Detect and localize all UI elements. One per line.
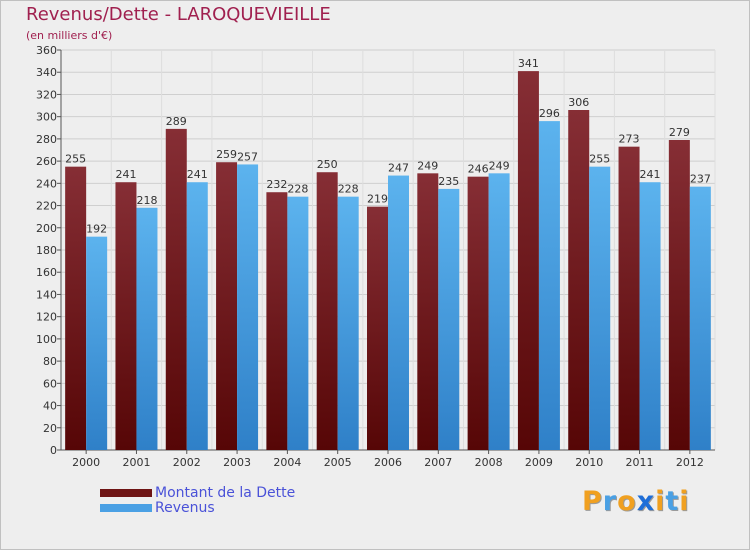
legend-swatch-dette xyxy=(100,489,152,497)
bar-dette xyxy=(316,172,338,450)
data-label-dette: 219 xyxy=(367,193,388,206)
y-tick-label: 20 xyxy=(43,422,57,435)
bar-dette xyxy=(618,146,640,450)
y-tick-label: 220 xyxy=(36,200,57,213)
y-tick-label: 200 xyxy=(36,222,57,235)
data-label-dette: 289 xyxy=(166,115,187,128)
x-tick-label: 2004 xyxy=(273,456,301,469)
logo-letter: r xyxy=(602,486,618,517)
logo-letter: o xyxy=(617,486,637,517)
data-label-revenus: 237 xyxy=(690,173,711,186)
bar-revenus xyxy=(388,175,409,451)
data-label-revenus: 257 xyxy=(237,150,258,163)
bar-revenus xyxy=(689,186,711,450)
bar-revenus xyxy=(488,173,510,451)
y-tick-label: 60 xyxy=(43,377,57,390)
y-tick-label: 280 xyxy=(36,133,57,146)
data-label-revenus: 192 xyxy=(86,223,107,236)
logo-letter: i xyxy=(655,486,666,517)
bar-revenus xyxy=(287,196,309,450)
data-label-dette: 232 xyxy=(266,178,287,191)
bar-dette xyxy=(216,162,238,450)
x-tick-label: 2010 xyxy=(575,456,603,469)
y-tick-label: 100 xyxy=(36,333,57,346)
x-tick-label: 2011 xyxy=(626,456,654,469)
data-label-dette: 341 xyxy=(518,57,539,70)
y-tick-label: 340 xyxy=(36,66,57,79)
y-tick-label: 360 xyxy=(36,44,57,57)
data-label-dette: 255 xyxy=(65,153,86,166)
x-tick-label: 2005 xyxy=(324,456,352,469)
data-label-dette: 273 xyxy=(619,133,640,146)
proxiti-logo: Proxiti xyxy=(582,486,690,517)
bar-revenus xyxy=(438,188,460,450)
bar-dette xyxy=(668,140,690,450)
y-tick-label: 120 xyxy=(36,311,57,324)
data-label-revenus: 296 xyxy=(539,107,560,120)
data-label-dette: 259 xyxy=(216,148,237,161)
x-tick-label: 2003 xyxy=(223,456,251,469)
data-label-revenus: 228 xyxy=(287,183,308,196)
bar-revenus xyxy=(136,207,158,450)
bar-revenus xyxy=(639,182,661,450)
bar-revenus xyxy=(186,182,208,450)
x-tick-label: 2008 xyxy=(475,456,503,469)
y-tick-label: 240 xyxy=(36,177,57,190)
x-tick-label: 2002 xyxy=(173,456,201,469)
x-tick-label: 2009 xyxy=(525,456,553,469)
bar-dette xyxy=(517,71,539,450)
data-label-revenus: 249 xyxy=(489,159,510,172)
bar-dette xyxy=(568,110,590,450)
chart-subtitle: (en milliers d'€) xyxy=(26,29,113,42)
bar-revenus xyxy=(337,196,359,450)
bar-dette xyxy=(115,182,137,450)
x-tick-label: 2006 xyxy=(374,456,402,469)
bar-revenus xyxy=(538,121,560,450)
legend-label-dette: Montant de la Dette xyxy=(155,485,296,501)
bar-revenus xyxy=(589,166,611,450)
bar-dette xyxy=(367,206,388,450)
data-label-revenus: 241 xyxy=(187,168,208,181)
bar-revenus xyxy=(86,236,108,450)
bar-revenus xyxy=(237,164,259,450)
data-label-revenus: 247 xyxy=(388,162,409,175)
data-label-dette: 250 xyxy=(317,158,338,171)
y-tick-label: 180 xyxy=(36,244,57,257)
x-tick-label: 2001 xyxy=(122,456,150,469)
y-tick-label: 0 xyxy=(50,444,57,457)
data-label-revenus: 255 xyxy=(589,153,610,166)
data-label-revenus: 218 xyxy=(136,194,157,207)
bar-dette xyxy=(266,192,288,450)
x-tick-label: 2012 xyxy=(676,456,704,469)
data-label-dette: 306 xyxy=(568,96,589,109)
y-tick-label: 40 xyxy=(43,400,57,413)
bar-dette xyxy=(417,173,439,451)
chart-title: Revenus/Dette - LAROQUEVIEILLE xyxy=(26,4,331,25)
data-label-revenus: 241 xyxy=(640,168,661,181)
bar-dette xyxy=(165,128,187,450)
data-label-dette: 241 xyxy=(115,168,136,181)
data-label-dette: 249 xyxy=(417,159,438,172)
legend-swatch-revenus xyxy=(100,504,152,512)
data-label-revenus: 235 xyxy=(438,175,459,188)
bar-dette xyxy=(65,166,87,450)
bar-dette xyxy=(467,176,489,450)
data-label-dette: 246 xyxy=(468,163,489,176)
y-tick-label: 260 xyxy=(36,155,57,168)
data-label-dette: 279 xyxy=(669,126,690,139)
logo-letter: t xyxy=(665,486,680,517)
logo-letter: i xyxy=(679,486,690,517)
logo-letter: P xyxy=(582,486,603,517)
y-tick-label: 320 xyxy=(36,88,57,101)
x-tick-label: 2007 xyxy=(424,456,452,469)
data-label-revenus: 228 xyxy=(338,183,359,196)
y-tick-label: 160 xyxy=(36,266,57,279)
y-tick-label: 300 xyxy=(36,111,57,124)
x-tick-label: 2000 xyxy=(72,456,100,469)
legend-label-revenus: Revenus xyxy=(155,500,215,516)
y-tick-label: 80 xyxy=(43,355,57,368)
logo-letter: x xyxy=(636,486,656,517)
y-tick-label: 140 xyxy=(36,288,57,301)
